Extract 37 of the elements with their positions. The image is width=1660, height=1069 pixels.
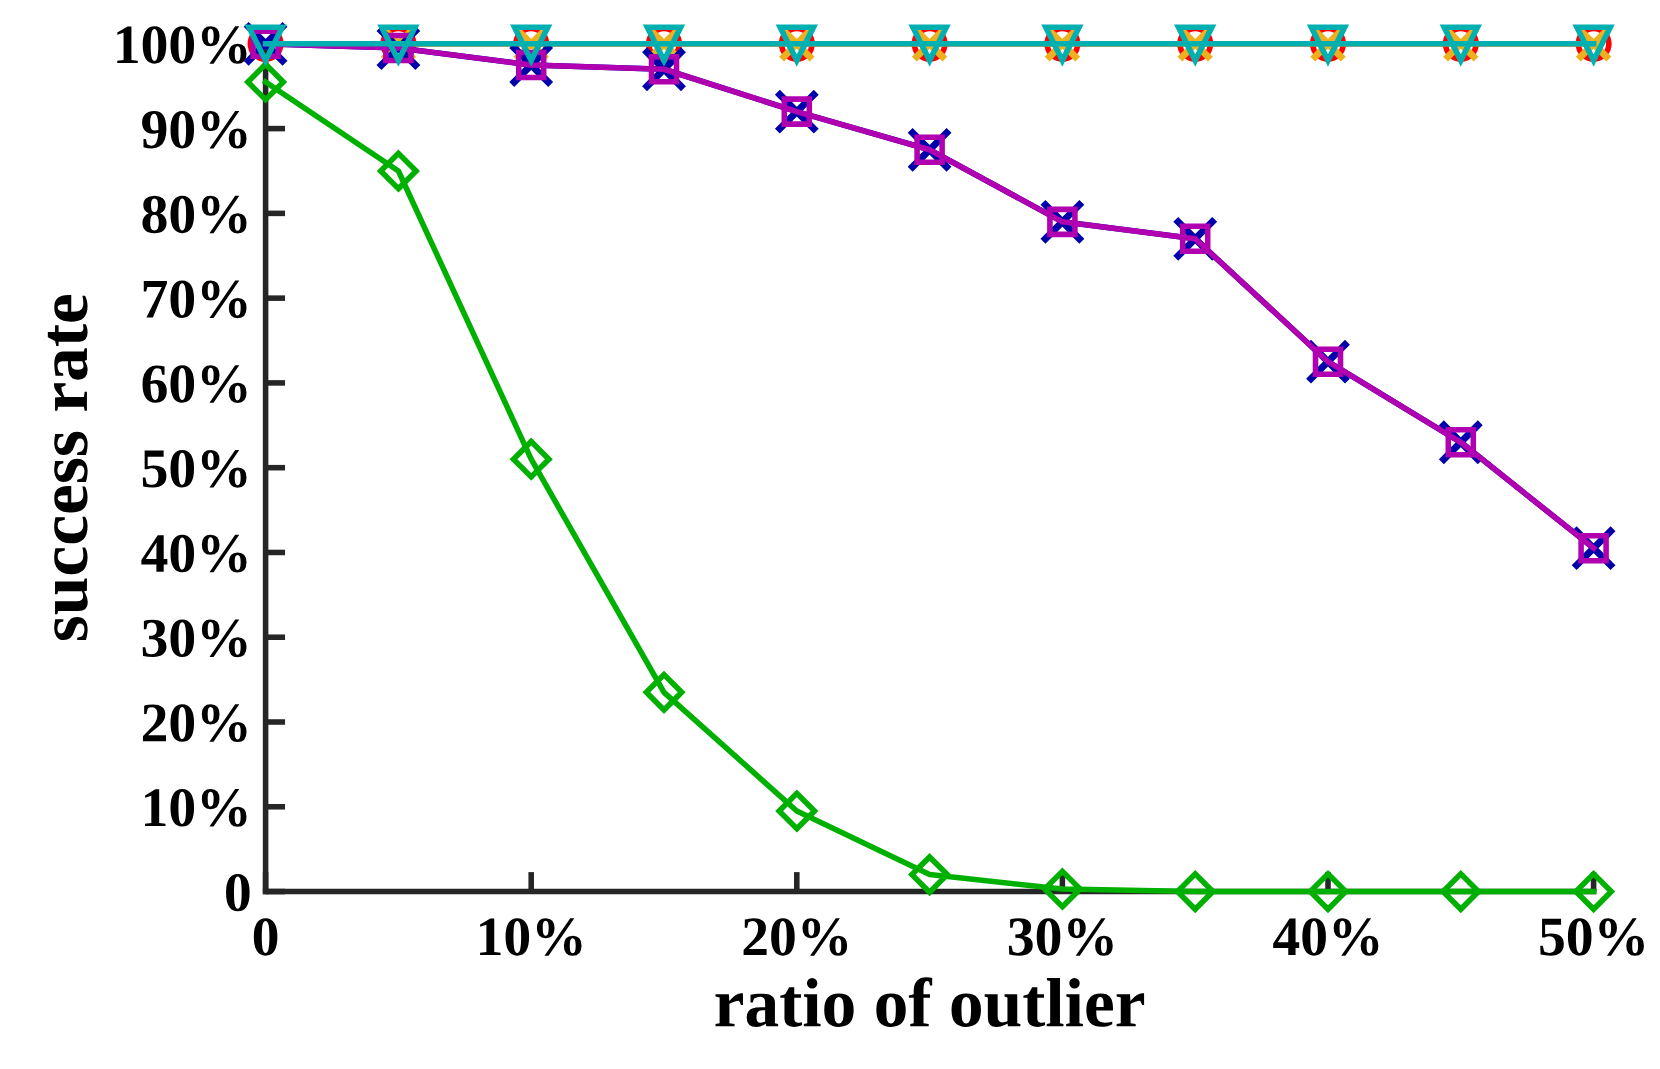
point xyxy=(914,134,945,166)
x-tick-label: 30% xyxy=(1008,918,1113,956)
y-tick-label: 30% xyxy=(142,619,247,658)
y-tick-label: 80% xyxy=(142,195,247,234)
y-tick-label: 10% xyxy=(145,789,247,827)
y-tick-label: 20% xyxy=(142,704,247,743)
point xyxy=(1307,871,1349,912)
x-tick-label: 40% xyxy=(1273,918,1379,956)
point xyxy=(245,61,287,103)
y-tick-label: 50% xyxy=(142,450,247,488)
point xyxy=(643,671,685,713)
y-axis-title: success rate xyxy=(47,294,88,641)
x-tick-label: 20% xyxy=(743,918,848,956)
point xyxy=(1179,223,1211,255)
point xyxy=(510,438,552,480)
x-tick-label: 50% xyxy=(1540,918,1644,956)
point xyxy=(1174,871,1216,912)
point xyxy=(776,790,818,832)
point xyxy=(1047,206,1078,238)
y-tick-label: 60% xyxy=(142,365,247,403)
x-axis-title: ratio of outlier xyxy=(715,977,1145,1028)
x-tick-label: 0 xyxy=(253,918,278,956)
point xyxy=(377,150,419,192)
x-tick-label: 10% xyxy=(480,918,582,956)
point xyxy=(1041,868,1083,910)
point xyxy=(1440,871,1482,912)
point xyxy=(1312,346,1344,377)
y-tick-label: 0 xyxy=(226,873,250,912)
y-tick-label: 70% xyxy=(143,280,247,319)
point xyxy=(781,96,813,127)
point xyxy=(1573,871,1615,912)
point xyxy=(909,854,951,896)
y-tick-label: 100% xyxy=(117,26,247,64)
y-tick-label: 40% xyxy=(141,534,247,573)
y-tick-label: 90% xyxy=(142,110,247,149)
point xyxy=(1578,532,1609,564)
point xyxy=(1445,426,1477,458)
